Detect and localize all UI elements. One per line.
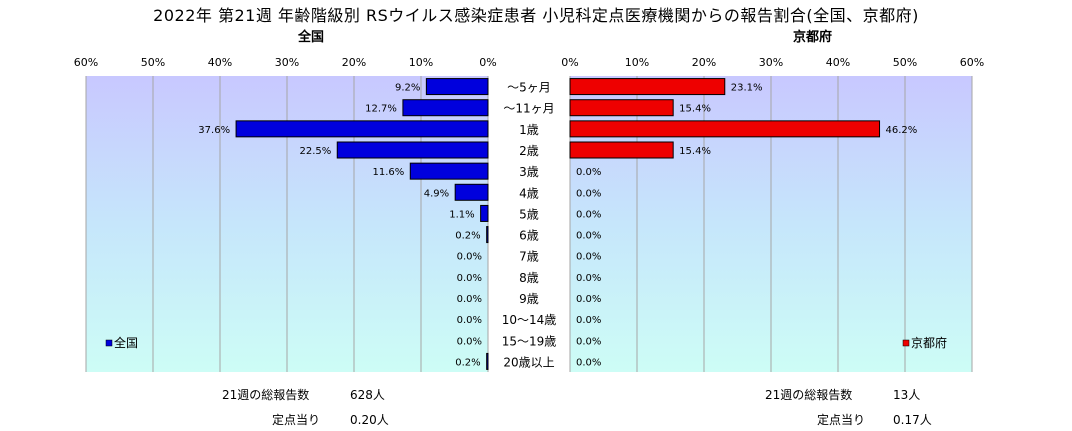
left-bar: [402, 99, 489, 117]
category-label: 4歳: [519, 186, 539, 200]
left-bar-value-label: 22.5%: [299, 146, 331, 157]
right-per-label: 定点当り: [817, 413, 866, 427]
right-x-tick-label: 10%: [625, 56, 649, 69]
left-bar-value-label: 0.0%: [457, 273, 482, 284]
left-panel-subtitle: 全国: [298, 30, 325, 45]
chart-title: 2022年 第21週 年齢階級別 RSウイルス感染症患者 小児科定点医療機関から…: [153, 6, 919, 25]
left-bar-value-label: 0.0%: [457, 252, 482, 263]
left-total-label: 21週の総報告数: [222, 388, 310, 402]
category-label: 3歳: [519, 165, 539, 179]
left-x-tick-label: 60%: [74, 56, 98, 69]
left-bar: [480, 204, 489, 222]
right-bar: [569, 78, 726, 96]
right-bar: [569, 141, 674, 159]
category-label: 5歳: [519, 207, 539, 221]
left-bar-value-label: 37.6%: [198, 125, 230, 136]
category-label: 6歳: [519, 229, 539, 243]
category-label: 9歳: [519, 292, 539, 306]
category-label: 15～19歳: [502, 334, 557, 348]
left-x-tick-label: 30%: [275, 56, 299, 69]
right-bar-value-label: 46.2%: [886, 125, 918, 136]
right-bar-value-label: 0.0%: [576, 167, 601, 178]
right-bar-value-label: 0.0%: [576, 315, 601, 326]
left-bar-value-label: 0.2%: [455, 231, 480, 242]
right-bar-value-label: 15.4%: [679, 146, 711, 157]
right-legend-swatch: [902, 339, 910, 347]
right-bar-value-label: 0.0%: [576, 273, 601, 284]
category-label: 8歳: [519, 271, 539, 285]
left-legend-label: 全国: [114, 335, 138, 350]
right-bar-value-label: 0.0%: [576, 294, 601, 305]
category-label: ～11ヶ月: [503, 102, 554, 116]
left-bar-value-label: 0.0%: [457, 336, 482, 347]
left-total-value: 628人: [350, 388, 385, 402]
right-bar: [569, 120, 881, 138]
left-bar-value-label: 9.2%: [395, 83, 420, 94]
right-bar-value-label: 15.4%: [679, 104, 711, 115]
left-bar: [336, 141, 489, 159]
left-bar: [235, 120, 489, 138]
left-per-value: 0.20人: [350, 413, 389, 427]
right-bar-value-label: 0.0%: [576, 188, 601, 199]
right-x-tick-label: 0%: [561, 56, 578, 69]
left-bar: [425, 78, 489, 96]
left-bar-value-label: 1.1%: [449, 209, 474, 220]
left-x-tick-label: 10%: [409, 56, 433, 69]
category-label: 2歳: [519, 144, 539, 158]
left-x-tick-label: 20%: [342, 56, 366, 69]
left-x-tick-label: 50%: [141, 56, 165, 69]
category-label: 20歳以上: [503, 355, 554, 369]
right-x-tick-label: 40%: [826, 56, 850, 69]
left-bar-value-label: 0.0%: [457, 294, 482, 305]
right-bar-value-label: 0.0%: [576, 252, 601, 263]
left-bar-value-label: 0.0%: [457, 315, 482, 326]
left-bar: [486, 352, 489, 370]
right-bar-value-label: 0.0%: [576, 209, 601, 220]
category-label: 7歳: [519, 250, 539, 264]
right-bar-value-label: 0.0%: [576, 357, 601, 368]
right-bar-value-label: 0.0%: [576, 336, 601, 347]
category-label: 10～14歳: [502, 313, 557, 327]
right-legend-label: 京都府: [911, 335, 947, 350]
left-bar: [454, 183, 489, 201]
category-label: 1歳: [519, 123, 539, 137]
left-per-label: 定点当り: [272, 413, 321, 427]
right-x-tick-label: 50%: [893, 56, 917, 69]
right-x-tick-label: 20%: [692, 56, 716, 69]
right-bar-value-label: 0.0%: [576, 231, 601, 242]
right-bar: [569, 99, 674, 117]
left-bar: [486, 226, 489, 244]
left-x-tick-label: 40%: [208, 56, 232, 69]
right-total-value: 13人: [893, 388, 921, 402]
left-bar: [409, 162, 489, 180]
left-bar-value-label: 4.9%: [424, 188, 449, 199]
left-legend-swatch: [105, 339, 113, 347]
left-x-tick-label: 0%: [479, 56, 496, 69]
right-per-value: 0.17人: [893, 413, 932, 427]
right-bar-value-label: 23.1%: [731, 83, 763, 94]
category-label: ～5ヶ月: [507, 81, 551, 95]
left-bar-value-label: 12.7%: [365, 104, 397, 115]
left-bar-value-label: 0.2%: [455, 357, 480, 368]
right-total-label: 21週の総報告数: [765, 388, 853, 402]
left-bar-value-label: 11.6%: [372, 167, 404, 178]
right-x-tick-label: 30%: [759, 56, 783, 69]
right-panel-subtitle: 京都府: [793, 30, 833, 45]
right-x-tick-label: 60%: [960, 56, 984, 69]
